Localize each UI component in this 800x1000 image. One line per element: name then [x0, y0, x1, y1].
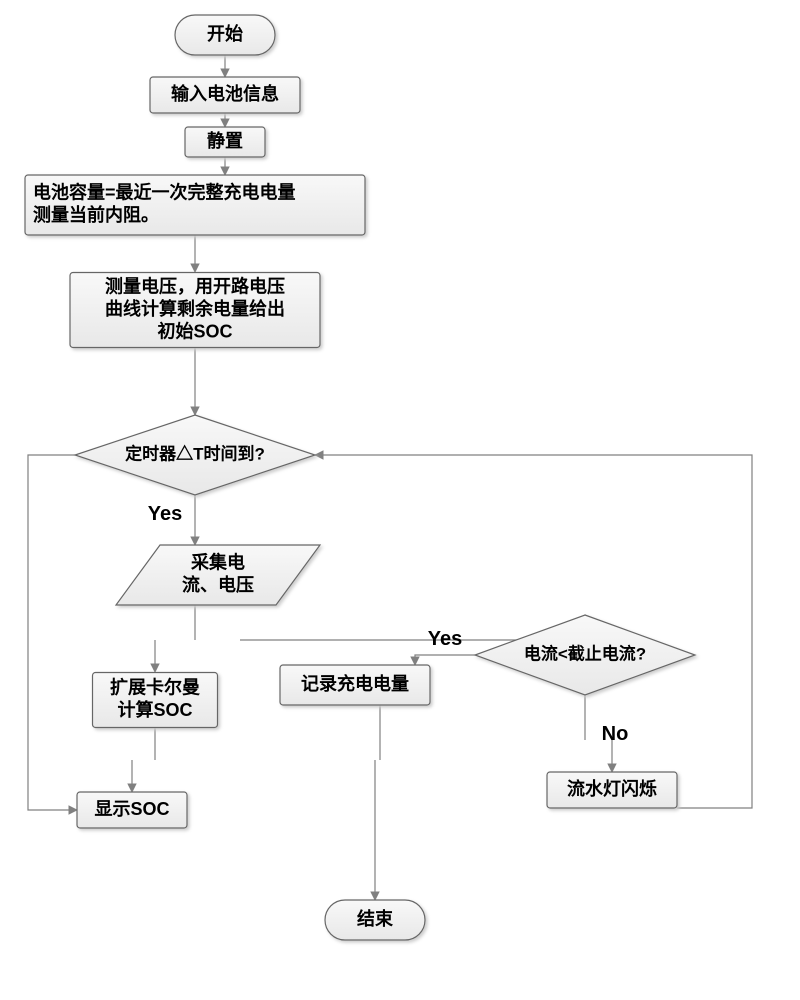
- node-label: 输入电池信息: [171, 83, 279, 104]
- node-label: 定时器△T时间到?: [125, 443, 265, 463]
- node-kalman: 扩展卡尔曼计算SOC: [93, 673, 218, 728]
- node-measure: 测量电压，用开路电压曲线计算剩余电量给出初始SOC: [70, 273, 320, 348]
- node-label: 计算SOC: [117, 699, 192, 720]
- node-record: 记录充电电量: [280, 665, 430, 705]
- flowchart-canvas: Yes Yes No 开始输入电池信息静置电池容量=最近一次完整充电电量测量当前内阻。…: [0, 0, 800, 1000]
- node-capacity: 电池容量=最近一次完整充电电量测量当前内阻。: [25, 175, 365, 235]
- node-label: 测量当前内阻。: [33, 204, 159, 225]
- node-timer: 定时器△T时间到?: [75, 415, 315, 495]
- node-rest: 静置: [185, 127, 265, 157]
- node-display: 显示SOC: [77, 792, 187, 828]
- node-label: 流、电压: [182, 574, 254, 595]
- node-label: 流水灯闪烁: [567, 778, 657, 799]
- node-label: 结束: [357, 908, 394, 929]
- edge: [28, 455, 77, 810]
- node-current: 电流<截止电流?: [475, 615, 695, 695]
- node-label: 扩展卡尔曼: [110, 677, 200, 698]
- node-label: 记录充电电量: [301, 673, 409, 694]
- edge-label: Yes: [428, 628, 462, 650]
- edge-label: Yes: [148, 503, 182, 525]
- node-label: 初始SOC: [157, 320, 232, 341]
- node-end: 结束: [325, 900, 425, 940]
- node-label: 开始: [207, 23, 243, 44]
- edge: [415, 655, 475, 665]
- node-label: 采集电: [190, 552, 245, 573]
- node-label: 测量电压，用开路电压: [105, 275, 285, 296]
- node-led: 流水灯闪烁: [547, 772, 677, 808]
- node-label: 电流<截止电流?: [524, 643, 646, 663]
- node-sample: 采集电流、电压: [116, 545, 320, 605]
- node-label: 显示SOC: [94, 799, 169, 819]
- node-start: 开始: [175, 15, 275, 55]
- node-label: 静置: [207, 130, 243, 151]
- node-input: 输入电池信息: [150, 77, 300, 113]
- edge-label: No: [602, 723, 629, 745]
- node-label: 电池容量=最近一次完整充电电量: [33, 182, 296, 203]
- node-label: 曲线计算剩余电量给出: [105, 298, 285, 319]
